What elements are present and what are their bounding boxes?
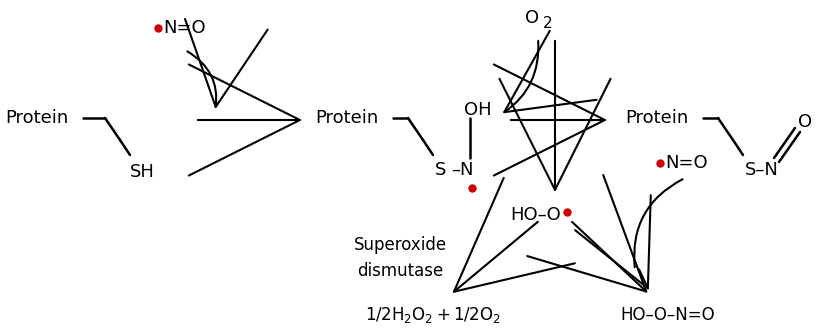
Text: N=O: N=O — [163, 19, 205, 37]
Text: $\mathdefault{1/2H_2O_2 + 1/2O_2}$: $\mathdefault{1/2H_2O_2 + 1/2O_2}$ — [365, 305, 501, 325]
Text: Protein: Protein — [315, 109, 378, 127]
Text: N=O: N=O — [665, 154, 707, 172]
Text: SH: SH — [130, 163, 154, 181]
Text: Superoxide
dismutase: Superoxide dismutase — [353, 237, 447, 279]
Text: OH: OH — [464, 101, 492, 119]
Text: O: O — [798, 113, 812, 131]
Text: –N: –N — [451, 161, 473, 179]
Text: 2: 2 — [543, 17, 553, 31]
Text: S–N: S–N — [745, 161, 779, 179]
Text: HO–O: HO–O — [510, 206, 561, 224]
Text: S: S — [435, 161, 447, 179]
Text: HO–O–N=O: HO–O–N=O — [620, 306, 715, 324]
Text: O: O — [525, 9, 539, 27]
Text: Protein: Protein — [5, 109, 68, 127]
Text: Protein: Protein — [625, 109, 688, 127]
